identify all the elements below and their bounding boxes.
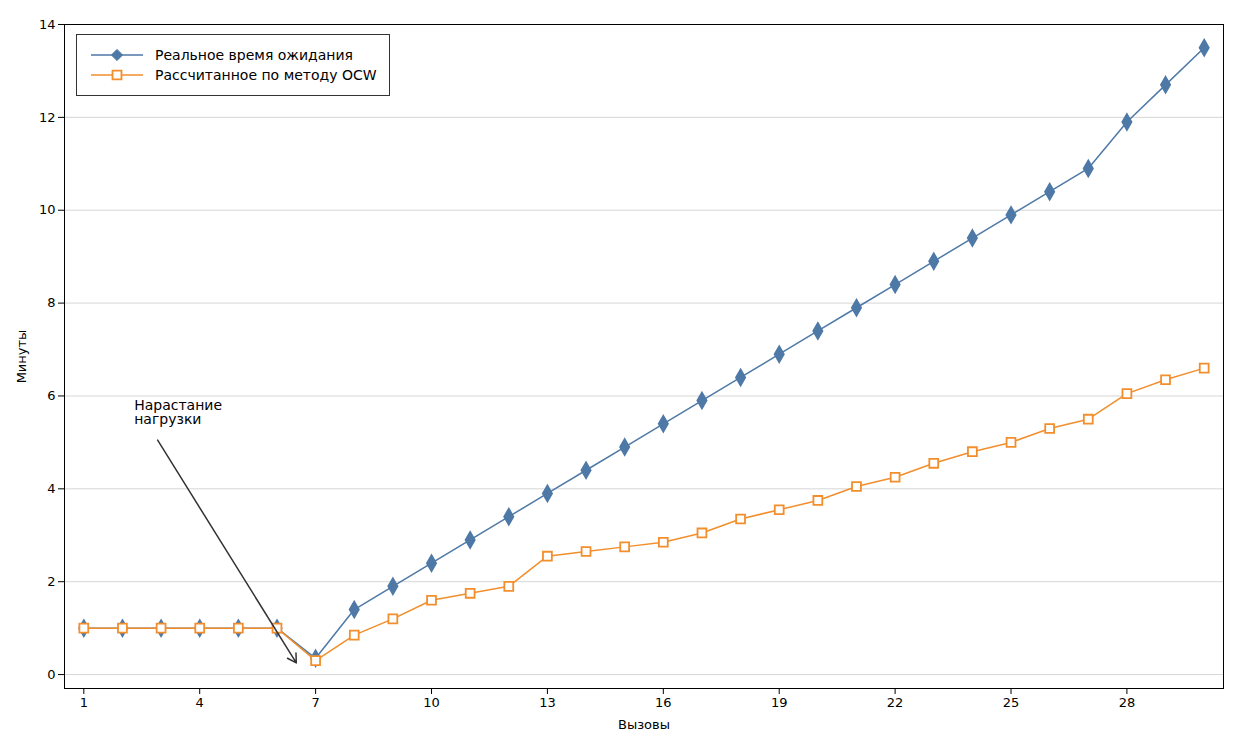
svg-text:Минуты: Минуты bbox=[14, 330, 29, 384]
svg-text:4: 4 bbox=[196, 695, 204, 710]
html-text:Реальное время ожидания: Реальное время ожидания bbox=[155, 47, 353, 63]
svg-text:1: 1 bbox=[80, 695, 88, 710]
svg-text:4: 4 bbox=[47, 481, 55, 496]
svg-text:28: 28 bbox=[1119, 695, 1136, 710]
svg-text:8: 8 bbox=[47, 295, 55, 310]
svg-text:6: 6 bbox=[47, 388, 55, 403]
svg-text:19: 19 bbox=[771, 695, 788, 710]
svg-text:10: 10 bbox=[423, 695, 440, 710]
svg-text:16: 16 bbox=[655, 695, 672, 710]
svg-text:22: 22 bbox=[887, 695, 904, 710]
svg-text:25: 25 bbox=[1003, 695, 1020, 710]
svg-text:14: 14 bbox=[39, 17, 56, 32]
svg-text:10: 10 bbox=[39, 202, 56, 217]
svg-text:2: 2 bbox=[47, 574, 55, 589]
svg-text:7: 7 bbox=[311, 695, 319, 710]
svg-text:0: 0 bbox=[47, 667, 55, 682]
svg-text:Нарастаниенагрузки: Нарастаниенагрузки bbox=[134, 397, 222, 427]
svg-text:13: 13 bbox=[539, 695, 556, 710]
svg-text:12: 12 bbox=[39, 110, 56, 125]
html-text:Рассчитанное по методу OCW: Рассчитанное по методу OCW bbox=[155, 67, 377, 83]
svg-text:Вызовы: Вызовы bbox=[618, 717, 670, 732]
